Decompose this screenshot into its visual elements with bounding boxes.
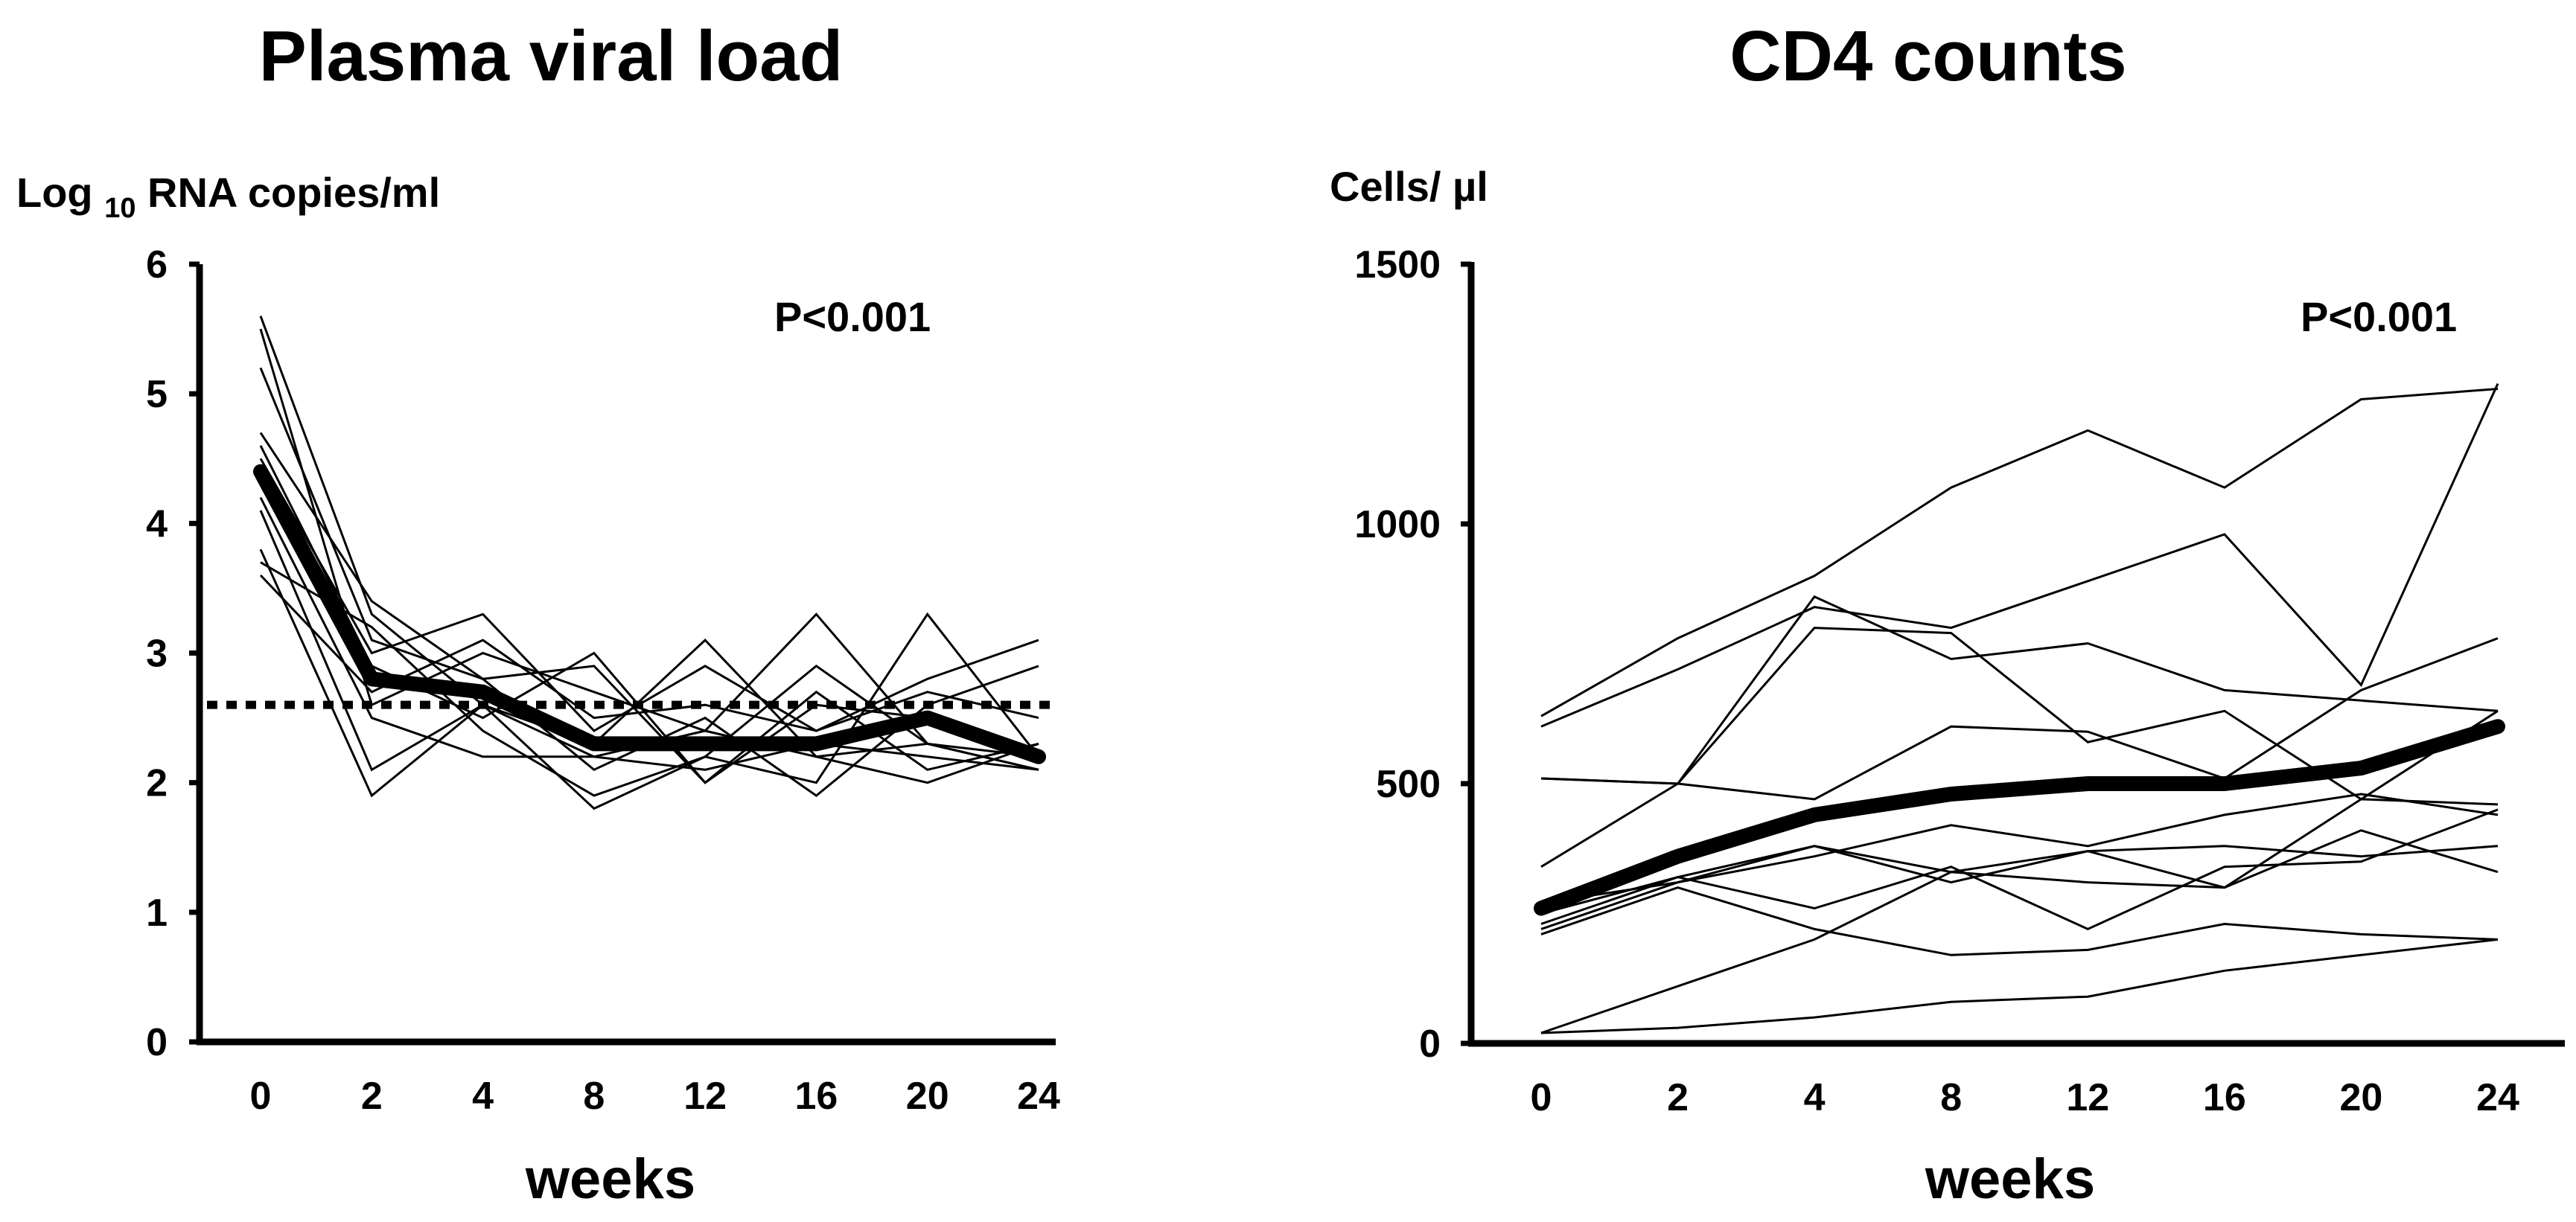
- x-tick-label: 2: [1667, 1076, 1689, 1119]
- patient-line: [259, 510, 1040, 810]
- viral-load-series: [253, 316, 1046, 810]
- patient-line: [1540, 845, 2499, 930]
- mean-line: [1534, 719, 2505, 916]
- cd4-p-value: P<0.001: [2301, 293, 2457, 340]
- x-tick-label: 20: [906, 1075, 949, 1118]
- cd4-series: [1534, 383, 2505, 1034]
- patient-line: [1540, 637, 2499, 801]
- viral-load-x-axis-label: weeks: [525, 1148, 695, 1211]
- x-tick-label: 24: [1017, 1075, 1060, 1118]
- cd4-y-ticks: 0 500 1000 1500: [1354, 243, 1471, 1066]
- y-tick-label: 4: [146, 502, 168, 546]
- x-tick-label: 4: [472, 1075, 494, 1118]
- x-tick-label: 0: [1531, 1076, 1552, 1119]
- viral-load-y-label-rest: RNA copies/ml: [147, 169, 440, 216]
- y-tick-label: 3: [146, 633, 168, 676]
- patient-line: [259, 367, 1039, 797]
- x-tick-label: 16: [795, 1075, 838, 1118]
- viral-load-y-label-sub: 10: [104, 193, 136, 224]
- patient-line: [1540, 388, 2499, 717]
- x-tick-label: 24: [2476, 1076, 2519, 1119]
- x-tick-label: 8: [583, 1075, 605, 1118]
- patient-line: [1540, 793, 2499, 904]
- cd4-y-label-rest: µl: [1453, 163, 1488, 210]
- y-tick-label: 0: [146, 1021, 168, 1064]
- x-tick-label: 2: [361, 1075, 383, 1118]
- viral-load-y-axis-label: Log 10 RNA copies/ml: [16, 169, 440, 226]
- y-tick-label: 1500: [1354, 243, 1441, 287]
- y-tick-label: 2: [146, 762, 168, 805]
- patient-line: [1540, 627, 2499, 868]
- patient-line: [259, 432, 1039, 784]
- y-tick-label: 1: [146, 892, 168, 935]
- patient-line: [1540, 829, 2499, 915]
- y-tick-label: 500: [1376, 763, 1441, 806]
- cd4-x-ticks: 0 2 4 8 12 16 20 24: [1531, 1076, 2519, 1119]
- patient-line: [1540, 808, 2499, 931]
- panel-viral-load: Plasma viral load Log 10 RNA copies/ml 0…: [16, 16, 1060, 1211]
- cd4-x-axis-label: weeks: [1925, 1148, 2095, 1211]
- patient-line: [259, 445, 1039, 784]
- viral-load-x-ticks: 0 2 4 8 12 16 20 24: [250, 1075, 1060, 1118]
- patient-line: [259, 574, 1039, 732]
- x-tick-label: 4: [1804, 1076, 1826, 1119]
- patient-line: [259, 548, 1039, 798]
- patient-line: [1540, 710, 2499, 1034]
- viral-load-y-label-main: Log: [16, 169, 93, 216]
- y-tick-label: 0: [1419, 1023, 1441, 1066]
- cd4-y-label-main: Cells/: [1330, 163, 1441, 210]
- y-tick-label: 1000: [1354, 503, 1441, 546]
- x-tick-label: 12: [2066, 1076, 2109, 1119]
- x-tick-label: 0: [250, 1075, 272, 1118]
- x-tick-label: 16: [2203, 1076, 2246, 1119]
- patient-line: [260, 561, 1039, 797]
- x-tick-label: 8: [1940, 1076, 1962, 1119]
- viral-load-title: Plasma viral load: [259, 16, 843, 96]
- mean-line: [253, 464, 1046, 764]
- cd4-title: CD4 counts: [1729, 16, 2126, 96]
- y-tick-label: 5: [146, 373, 168, 416]
- patient-line: [1540, 886, 2499, 956]
- y-tick-label: 6: [146, 243, 168, 287]
- patient-line: [1540, 383, 2499, 728]
- cd4-y-axis-label: Cells/ µl: [1330, 163, 1488, 210]
- patient-line: [1540, 595, 2499, 785]
- viral-load-p-value: P<0.001: [774, 293, 931, 340]
- viral-load-y-ticks: 0 1 2 3 4 5 6: [146, 243, 200, 1064]
- patient-line: [1540, 938, 2499, 1034]
- x-tick-label: 20: [2340, 1076, 2383, 1119]
- x-tick-label: 12: [683, 1075, 727, 1118]
- patient-line: [259, 316, 1039, 771]
